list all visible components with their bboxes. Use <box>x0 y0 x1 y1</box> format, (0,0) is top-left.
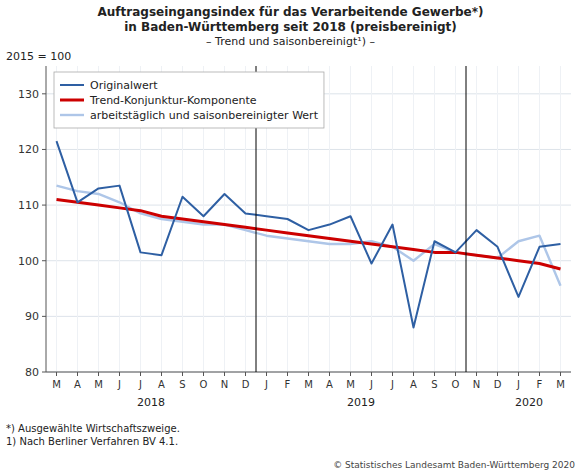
chart: Auftragseingangsindex für das Verarbeite… <box>0 0 581 474</box>
legend-label: arbeitstäglich und saisonbereinigter Wer… <box>90 109 319 122</box>
x-tick-label: J <box>264 379 268 390</box>
subtitle: in Baden-Württemberg seit 2018 (preisber… <box>124 20 457 34</box>
legend-swatch <box>60 84 84 86</box>
annotation: – Trend und saisonbereinigt¹) – <box>206 35 375 48</box>
x-tick-label: O <box>200 379 208 390</box>
x-tick-label: M <box>346 379 355 390</box>
y-tick <box>42 316 46 317</box>
x-tick-label: S <box>431 379 437 390</box>
x-tick-label: J <box>516 379 520 390</box>
x-grid-line <box>455 66 456 372</box>
x-tick <box>161 372 162 376</box>
x-tick <box>56 372 57 376</box>
x-grid-line <box>497 66 498 372</box>
x-tick <box>140 372 141 376</box>
footnote: 1) Nach Berliner Verfahren BV 4.1. <box>6 436 178 447</box>
grid <box>46 66 571 372</box>
x-tick-label: M <box>94 379 103 390</box>
y-tick-label: 90 <box>25 310 39 323</box>
y-axis-label: 2015 = 100 <box>6 50 71 63</box>
x-tick <box>371 372 372 376</box>
x-tick-label: J <box>138 379 142 390</box>
legend-swatch <box>60 99 84 102</box>
x-tick <box>266 372 267 376</box>
x-tick-label: D <box>494 379 502 390</box>
x-tick <box>518 372 519 376</box>
x-tick <box>413 372 414 376</box>
x-tick-label: F <box>285 379 291 390</box>
year-label: 2020 <box>515 396 543 409</box>
x-tick <box>308 372 309 376</box>
x-grid-line <box>560 66 561 372</box>
y-axis <box>46 66 47 372</box>
year-label: 2018 <box>137 396 165 409</box>
series-line <box>57 141 561 327</box>
x-tick <box>287 372 288 376</box>
x-tick-label: N <box>221 379 228 390</box>
x-tick <box>98 372 99 376</box>
x-tick <box>392 372 393 376</box>
legend-label: Originalwert <box>90 79 158 92</box>
legend-swatch <box>60 114 84 116</box>
x-tick-label: N <box>473 379 480 390</box>
y-tick <box>42 93 46 94</box>
x-grid-line <box>371 66 372 372</box>
x-tick-label: M <box>556 379 565 390</box>
legend: Originalwert Trend-Konjunktur-Komponente a… <box>54 72 324 128</box>
x-grid-line <box>434 66 435 372</box>
year-label: 2019 <box>347 396 375 409</box>
x-grid-line <box>392 66 393 372</box>
x-tick <box>203 372 204 376</box>
x-tick <box>497 372 498 376</box>
x-tick <box>245 372 246 376</box>
x-tick <box>329 372 330 376</box>
x-tick <box>455 372 456 376</box>
y-tick <box>42 205 46 206</box>
x-tick <box>77 372 78 376</box>
x-tick-label: S <box>179 379 185 390</box>
x-tick-label: A <box>326 379 333 390</box>
y-tick-label: 130 <box>18 88 39 101</box>
x-tick <box>560 372 561 376</box>
y-tick-label: 80 <box>25 366 39 379</box>
footnote: *) Ausgewählte Wirtschaftszweige. <box>6 423 180 434</box>
x-tick-label: O <box>452 379 460 390</box>
x-tick-label: F <box>537 379 543 390</box>
x-tick-label: J <box>117 379 121 390</box>
x-tick <box>350 372 351 376</box>
title: Auftragseingangsindex für das Verarbeite… <box>98 5 484 19</box>
y-tick-label: 110 <box>18 199 39 212</box>
x-tick-label: J <box>390 379 394 390</box>
source: © Statistisches Landesamt Baden-Württemb… <box>333 460 575 470</box>
plot-area <box>57 66 561 372</box>
x-tick <box>476 372 477 376</box>
x-tick-label: M <box>304 379 313 390</box>
x-tick <box>539 372 540 376</box>
x-grid-line <box>539 66 540 372</box>
year-divider <box>466 66 467 372</box>
x-tick-label: D <box>242 379 250 390</box>
x-tick-label: A <box>74 379 81 390</box>
y-tick <box>42 149 46 150</box>
legend-label: Trend-Konjunktur-Komponente <box>89 94 257 107</box>
x-grid-line <box>329 66 330 372</box>
y-tick-label: 120 <box>18 143 39 156</box>
y-tick <box>42 372 46 373</box>
y-tick <box>42 260 46 261</box>
x-tick <box>434 372 435 376</box>
x-tick-label: A <box>410 379 417 390</box>
series-line <box>57 200 561 270</box>
y-tick-label: 100 <box>18 255 39 268</box>
x-grid-line <box>476 66 477 372</box>
x-tick-label: J <box>369 379 373 390</box>
x-tick-label: A <box>158 379 165 390</box>
x-grid-line <box>518 66 519 372</box>
x-tick <box>224 372 225 376</box>
x-tick-label: M <box>52 379 61 390</box>
x-tick <box>182 372 183 376</box>
x-tick <box>119 372 120 376</box>
